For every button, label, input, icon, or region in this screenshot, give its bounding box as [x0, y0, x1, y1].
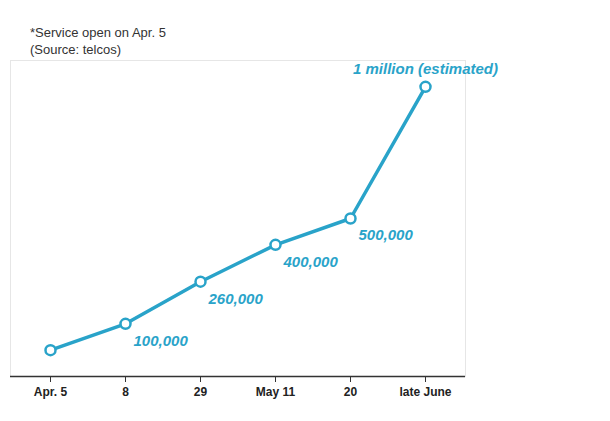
svg-text:1 million (estimated): 1 million (estimated)	[353, 60, 498, 77]
svg-text:500,000: 500,000	[359, 226, 414, 243]
svg-text:100,000: 100,000	[134, 332, 189, 349]
svg-text:20: 20	[344, 385, 358, 399]
svg-text:29: 29	[194, 385, 208, 399]
html-text:*Service open on Apr. 5: *Service open on Apr. 5	[30, 25, 166, 40]
svg-text:260,000: 260,000	[208, 290, 264, 307]
svg-text:late June: late June	[399, 385, 451, 399]
svg-text:400,000: 400,000	[283, 253, 339, 270]
html-text:(Source: telcos): (Source: telcos)	[30, 42, 121, 57]
svg-text:8: 8	[122, 385, 129, 399]
svg-text:May 11: May 11	[256, 385, 296, 399]
svg-text:Apr. 5: Apr. 5	[34, 385, 68, 399]
